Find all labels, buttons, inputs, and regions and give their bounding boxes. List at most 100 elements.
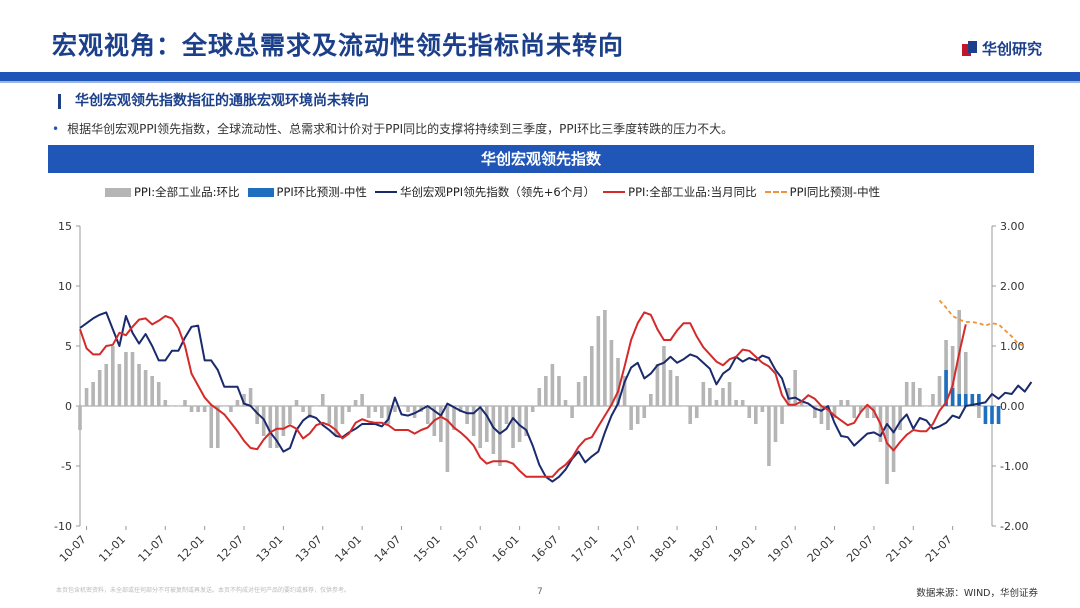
chart-title: 华创宏观领先指数 — [48, 145, 1034, 173]
bar-mom — [235, 400, 240, 406]
bar-mom — [268, 406, 273, 448]
bar-mom — [937, 376, 942, 406]
x-tick-label: 15-01 — [411, 533, 443, 565]
data-source: 数据来源：WIND，华创证券 — [916, 588, 1038, 599]
section-subheading: 华创宏观领先指数指征的通胀宏观环境尚未转向 — [58, 94, 369, 109]
bar-mom — [386, 406, 391, 424]
bar-mom — [111, 346, 115, 406]
bar-mom — [445, 406, 450, 472]
bar-mom — [209, 406, 214, 448]
bar-mom — [471, 406, 476, 436]
bar-mom — [314, 406, 319, 407]
bar-mom — [301, 406, 305, 412]
y-left-tick-label: 15 — [58, 220, 72, 233]
bar-mom — [393, 406, 397, 412]
logo-icon — [961, 40, 978, 57]
bar-mom — [826, 406, 830, 430]
bar-mom — [399, 406, 404, 407]
disclaimer: 本页包含机密资料，未全部或任何部分不可被复制或再发送。本页不构成对任何产品的要约… — [56, 587, 351, 594]
bar-mom — [222, 406, 227, 407]
bar-mom — [603, 310, 607, 406]
bar-mom — [320, 394, 325, 406]
bar-mom — [727, 382, 732, 406]
bar-mom — [832, 406, 837, 418]
bar-mom — [183, 400, 187, 406]
x-tick-label: 13-01 — [254, 533, 286, 565]
x-tick-label: 17-01 — [569, 533, 601, 565]
x-tick-label: 11-01 — [96, 533, 128, 565]
bar-mom — [675, 376, 679, 406]
bar-mom — [288, 406, 292, 424]
bar-mom — [714, 400, 719, 406]
bar-mom — [484, 406, 489, 442]
x-tick-label: 11-07 — [136, 533, 168, 565]
bar-mom — [635, 406, 640, 424]
bar-mom-forecast — [996, 406, 1001, 424]
x-tick-label: 17-07 — [608, 533, 640, 565]
bar-mom — [176, 406, 181, 407]
bar-mom — [196, 406, 200, 412]
bar-mom — [885, 406, 889, 484]
bar-mom — [622, 376, 627, 406]
bar-mom — [478, 406, 483, 448]
bar-mom — [156, 382, 161, 406]
bar-mom — [583, 376, 588, 406]
y-left-tick-label: -10 — [54, 520, 72, 533]
bar-mom — [117, 364, 122, 406]
bar-mom — [655, 364, 660, 406]
bar-mom — [242, 394, 246, 406]
bar-mom — [255, 406, 259, 424]
bar-mom — [701, 382, 706, 406]
bar-mom — [530, 406, 535, 412]
bullet-text: • 根据华创宏观PPI领先指数，全球流动性、总需求和计价对于PPI同比的支撑将持续… — [52, 120, 733, 137]
line-ppi-yoy — [79, 311, 967, 478]
bar-mom — [406, 406, 410, 412]
bar-mom — [609, 340, 614, 406]
bar-mom — [425, 406, 430, 424]
bar-mom — [78, 406, 82, 430]
bar-mom — [721, 388, 725, 406]
legend-item-leading-index: 华创宏观PPI领先指数（领先+6个月） — [374, 184, 595, 200]
y-left-tick-label: -5 — [61, 460, 72, 473]
bar-mom — [294, 400, 299, 406]
bar-mom — [366, 406, 371, 418]
bar-mom — [281, 406, 286, 436]
bar-mom — [576, 382, 581, 406]
bar-mom — [616, 358, 620, 406]
bar-mom — [170, 406, 174, 407]
bar-mom — [524, 406, 528, 436]
bar-mom — [491, 406, 496, 454]
bar-mom — [858, 406, 863, 412]
bar-mom — [340, 406, 345, 424]
bar-mom — [563, 400, 568, 406]
y-right-tick-label: 0.00 — [1000, 400, 1025, 413]
bar-mom — [570, 406, 574, 418]
bar-mom — [681, 406, 686, 407]
bar-mom — [412, 406, 417, 418]
bullet-text-body: 根据华创宏观PPI领先指数，全球流动性、总需求和计价对于PPI同比的支撑将持续到… — [67, 122, 734, 136]
bar-mom — [773, 406, 778, 442]
bar-mom — [950, 346, 955, 406]
bar-mom-forecast — [983, 406, 988, 424]
bar-mom — [544, 376, 548, 406]
bar-mom — [668, 370, 673, 406]
bar-mom — [229, 406, 233, 412]
bar-mom — [143, 370, 148, 406]
bar-mom — [137, 364, 141, 406]
bar-mom-forecast — [944, 370, 948, 406]
bar-mom — [911, 382, 916, 406]
y-left-tick-label: 0 — [65, 400, 72, 413]
bar-mom — [753, 406, 758, 424]
bar-mom — [380, 406, 384, 418]
bar-mom-forecast — [950, 388, 955, 406]
bar-mom — [662, 346, 666, 406]
bar-mom — [977, 406, 981, 418]
bar-mom — [550, 364, 555, 406]
x-tick-label: 16-07 — [529, 533, 561, 565]
y-right-tick-label: 1.00 — [1000, 340, 1025, 353]
bullet-dot-icon: • — [52, 122, 60, 136]
bar-mom — [498, 406, 502, 466]
x-tick-label: 19-01 — [726, 533, 758, 565]
bar-mom — [845, 400, 850, 406]
bar-mom — [839, 400, 843, 406]
